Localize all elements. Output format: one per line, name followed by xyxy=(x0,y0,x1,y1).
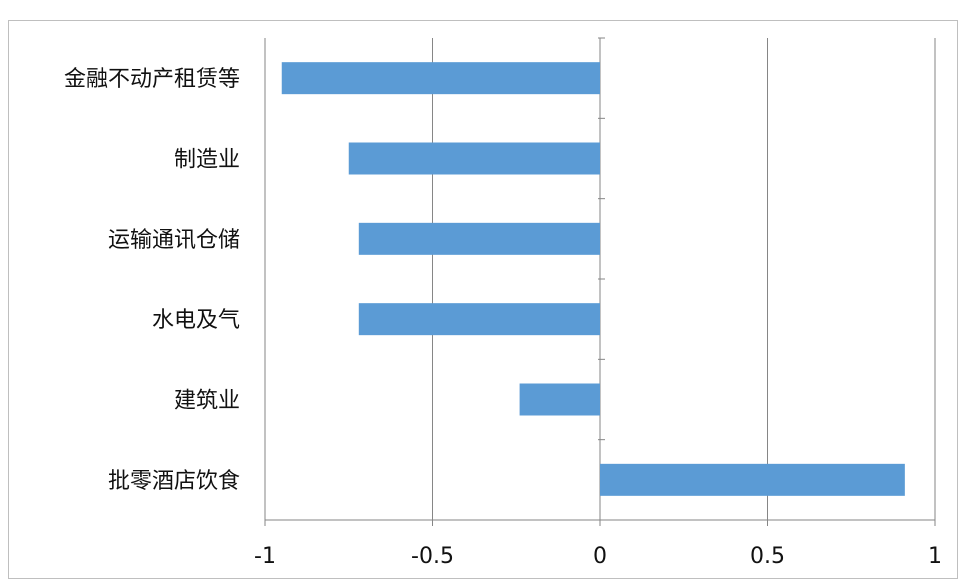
category-label: 制造业 xyxy=(174,148,240,173)
x-tick-label: 0 xyxy=(593,544,607,569)
category-label: 运输通讯仓储 xyxy=(108,228,240,253)
bar xyxy=(348,142,600,175)
category-label: 建筑业 xyxy=(174,389,240,414)
axes xyxy=(264,37,936,526)
category-label: 水电及气 xyxy=(152,308,240,333)
bar xyxy=(358,222,600,255)
category-label: 金融不动产租赁等 xyxy=(64,67,240,92)
x-tick-label: 0.5 xyxy=(750,544,785,569)
bar xyxy=(600,463,905,496)
bar xyxy=(519,383,600,416)
x-tick-label: -0.5 xyxy=(411,544,454,569)
x-tick-labels: -1 -0.5 0 0.5 1 xyxy=(254,544,942,569)
bar xyxy=(358,303,600,336)
x-tick-label: 1 xyxy=(928,544,942,569)
bars xyxy=(281,62,905,496)
bar xyxy=(281,62,600,95)
x-tick-label: -1 xyxy=(254,544,276,569)
category-label: 批零酒店饮食 xyxy=(108,469,240,494)
